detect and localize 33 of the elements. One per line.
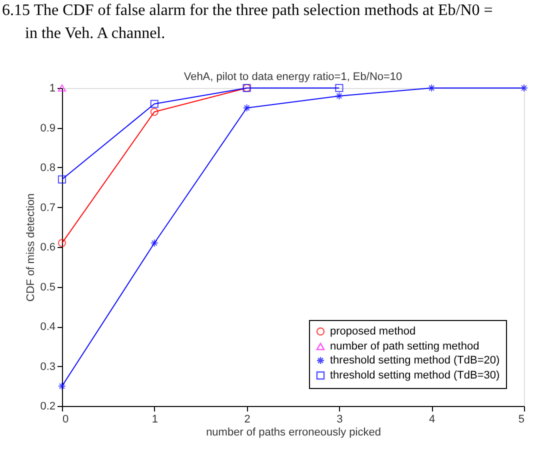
x-tick-label: 5	[518, 414, 524, 426]
point	[242, 104, 251, 112]
point	[58, 175, 66, 184]
y-tick-label: 0.6	[40, 242, 56, 254]
x-axis-title: number of paths erroneously picked	[206, 426, 381, 438]
y-tick-label: 0.8	[40, 162, 56, 174]
legend-label: threshold setting method (TdB=20)	[330, 354, 500, 366]
y-tick-label: 0.3	[40, 360, 56, 373]
x-tick-label: 0	[62, 414, 69, 426]
y-tick-label: 1	[49, 82, 56, 94]
y-tick-label: 0.2	[40, 400, 56, 412]
legend-label: number of path setting method	[330, 340, 480, 352]
x-tick-label: 3	[336, 414, 343, 426]
y-tick-label: 0.9	[40, 122, 56, 134]
point	[58, 382, 66, 390]
x-tick-label: 4	[429, 414, 436, 426]
y-tick-label: 0.4	[40, 321, 56, 333]
y-tick-label: 0.7	[40, 202, 56, 214]
x-tick-label: 2	[244, 414, 250, 426]
point	[150, 238, 158, 248]
point	[335, 84, 344, 92]
x-tick-label: 1	[152, 414, 158, 426]
text: in the Veh. A channel.	[25, 25, 166, 42]
y-axis-title: CDF of miss detection	[25, 193, 38, 302]
point	[58, 238, 66, 248]
text: 6.15 The CDF of false alarm for the three path selection methods at Eb/N0 =	[2, 2, 493, 19]
legend-label: threshold setting method (TdB=30)	[330, 370, 500, 382]
point	[150, 100, 158, 108]
point	[150, 108, 158, 116]
point	[335, 92, 344, 100]
y-tick-label: 0.5	[40, 281, 56, 294]
legend-label: proposed method	[330, 326, 416, 338]
chart-title: VehA, pilot to data energy ratio=1, Eb/No=10	[184, 71, 402, 83]
